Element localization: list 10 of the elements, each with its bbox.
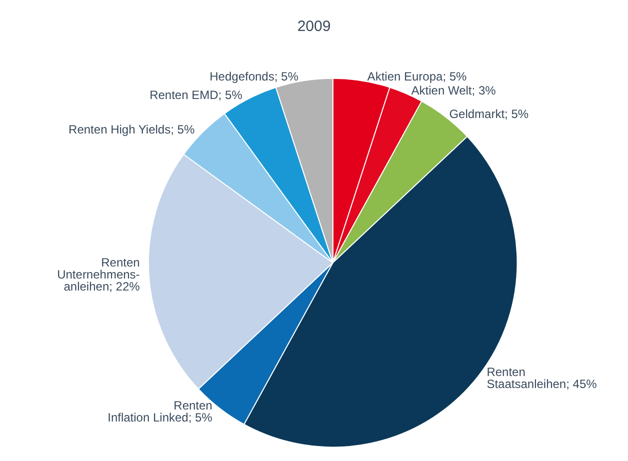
- slice-label: Geldmarkt; 5%: [449, 106, 529, 121]
- slice-label: Hedgefonds; 5%: [210, 70, 299, 84]
- slice-label: Aktien Welt; 3%: [411, 84, 496, 98]
- slice-label: Renten EMD; 5%: [150, 88, 243, 102]
- slice-label: Renten Unternehmens-anleihen; 22%: [57, 256, 140, 294]
- slice-label: Renten Inflation Linked; 5%: [108, 398, 213, 425]
- slice-label: Renten High Yields; 5%: [68, 122, 195, 137]
- chart-title: 2009: [297, 18, 331, 35]
- slice-label: Aktien Europa; 5%: [367, 70, 468, 84]
- slice-label: Renten Staatsanleihen; 45%: [486, 365, 598, 392]
